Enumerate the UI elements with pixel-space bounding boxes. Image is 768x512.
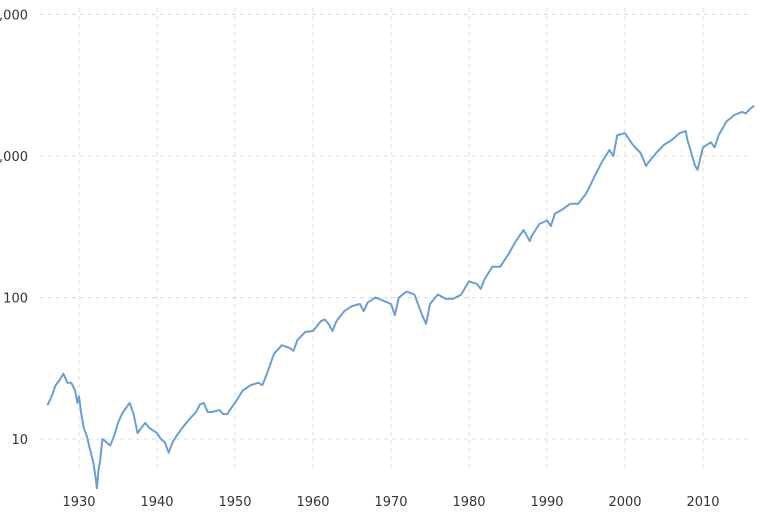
y-tick-label: 1,000 bbox=[0, 150, 28, 165]
x-tick-label: 2010 bbox=[686, 495, 719, 510]
x-tick-label: 1980 bbox=[452, 495, 485, 510]
x-tick-label: 1990 bbox=[530, 495, 563, 510]
y-gridlines bbox=[40, 14, 748, 440]
x-tick-label: 1960 bbox=[296, 495, 329, 510]
x-tick-label: 2000 bbox=[608, 495, 641, 510]
x-axis-tick-labels: 1930 1940 1950 1960 1970 1980 1990 2000 2010 bbox=[62, 495, 719, 510]
series-line bbox=[46, 105, 755, 490]
x-tick-label: 1970 bbox=[374, 495, 407, 510]
x-tick-label: 1950 bbox=[218, 495, 251, 510]
y-axis-tick-labels: 10 100 1,000 10,000 bbox=[0, 9, 28, 449]
x-tick-label: 1930 bbox=[62, 495, 95, 510]
y-tick-label: 10 bbox=[11, 433, 28, 448]
x-gridlines bbox=[78, 8, 704, 468]
y-tick-label: 100 bbox=[3, 292, 28, 307]
y-tick-label: 10,000 bbox=[0, 9, 28, 24]
x-tick-label: 1940 bbox=[140, 495, 173, 510]
